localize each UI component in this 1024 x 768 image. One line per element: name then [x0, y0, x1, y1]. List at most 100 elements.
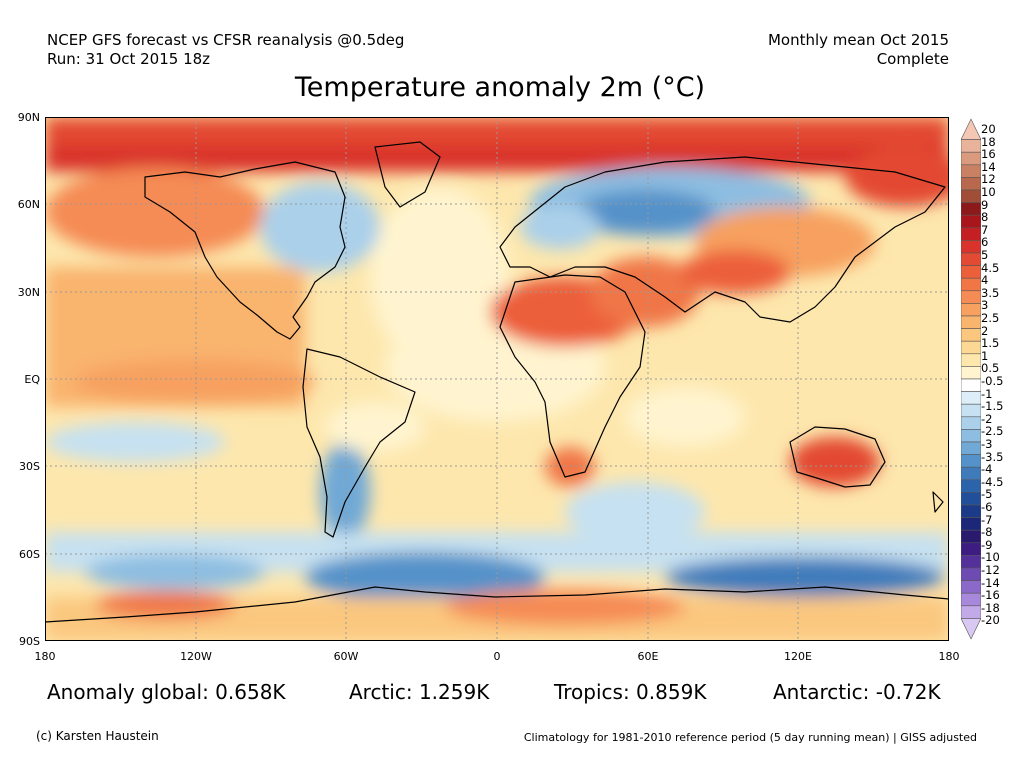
copyright: (c) Karsten Haustein — [36, 729, 159, 743]
legend-swatch — [961, 303, 981, 317]
legend-swatch — [961, 517, 981, 531]
legend-swatch — [961, 340, 981, 355]
legend-swatch — [961, 202, 981, 216]
legend-swatch — [961, 592, 981, 607]
lon-label-60w: 60W — [333, 650, 359, 663]
legend-swatch — [961, 492, 981, 506]
legend-label: 1 — [981, 348, 989, 363]
graticule — [45, 117, 949, 641]
legend-label: -0.5 — [981, 374, 1004, 388]
legend-swatch — [961, 164, 981, 178]
legend-label: 6 — [981, 235, 989, 250]
legend-label: -7 — [981, 512, 993, 527]
stat-global: Anomaly global: 0.658K — [47, 680, 286, 704]
legend-swatch — [961, 466, 981, 481]
lon-label-120w: 120W — [180, 650, 212, 663]
legend-label: -2 — [981, 411, 993, 426]
legend-label: -1.5 — [981, 399, 1004, 414]
legend-swatch — [961, 441, 981, 455]
legend-swatch — [961, 391, 981, 405]
stat-tropics: Tropics: 0.859K — [554, 680, 707, 704]
map-frame — [45, 117, 949, 641]
lon-label-120e: 120E — [784, 650, 812, 663]
legend-label: 9 — [981, 197, 989, 212]
legend-label: -5 — [981, 487, 993, 502]
legend-swatch — [961, 479, 981, 493]
legend-swatch — [961, 290, 981, 304]
legend-swatch — [961, 214, 981, 229]
model-description: NCEP GFS forecast vs CFSR reanalysis @0.… — [47, 31, 405, 49]
legend-swatch — [961, 605, 981, 619]
period-description: Monthly mean Oct 2015 — [767, 31, 949, 49]
legend-label: -9 — [981, 537, 993, 552]
climatology-note: Climatology for 1981-2010 reference peri… — [523, 731, 977, 744]
lat-label-90n: 90N — [17, 111, 40, 124]
completion-status: Complete — [876, 50, 949, 68]
legend-label: -18 — [981, 600, 1000, 615]
legend-swatch — [961, 580, 981, 594]
legend-label: 4.5 — [981, 260, 1000, 275]
legend-swatch — [961, 403, 981, 418]
lat-label-60s: 60S — [19, 548, 40, 561]
legend-label: 18 — [981, 134, 996, 149]
legend-swatch — [961, 555, 981, 569]
legend-swatch — [961, 366, 981, 380]
lon-label-60e: 60E — [637, 650, 659, 663]
legend-label: -14 — [981, 575, 1000, 590]
lat-label-30s: 30S — [19, 460, 40, 473]
legend-label: 20 — [981, 122, 996, 136]
legend-swatch — [961, 429, 981, 443]
legend-swatch — [961, 328, 981, 342]
legend-swatch — [961, 118, 981, 140]
legend-swatch — [961, 618, 981, 640]
lon-label-0: 0 — [493, 650, 501, 663]
color-legend: 20 18 16 14 12 10 9 8 7 6 5 4.5 4 3.5 3 2.5 2 1.5 1 0.5 -0.5… — [961, 117, 1021, 641]
lat-label-30n: 30N — [17, 286, 40, 299]
stat-arctic: Arctic: 1.259K — [349, 680, 490, 704]
legend-label: 3 — [981, 298, 989, 313]
legend-label: -3.5 — [981, 449, 1004, 464]
legend-swatch — [961, 454, 981, 468]
legend-label: 2.5 — [981, 311, 1000, 325]
legend-label: -12 — [981, 563, 1000, 577]
legend-label: 4 — [981, 273, 989, 288]
run-time: Run: 31 Oct 2015 18z — [47, 50, 211, 68]
legend-label: 10 — [981, 185, 996, 199]
legend-swatch — [961, 227, 981, 241]
legend-swatch — [961, 567, 981, 581]
stat-antarctic: Antarctic: -0.72K — [773, 680, 941, 704]
legend-label: 14 — [981, 159, 996, 174]
header-left: NCEP GFS forecast vs CFSR reanalysis @0.… — [47, 31, 404, 69]
legend-label: -3 — [981, 437, 993, 451]
legend-label: 8 — [981, 210, 989, 225]
legend-label: 0.5 — [981, 361, 1000, 376]
legend-label: 1.5 — [981, 336, 1000, 351]
legend-swatch — [961, 542, 981, 556]
lat-label-60n: 60N — [17, 198, 40, 211]
legend-label: 12 — [981, 172, 996, 187]
legend-swatch — [961, 252, 981, 266]
anomaly-map — [45, 117, 949, 641]
legend-swatch — [961, 240, 981, 254]
map-title: Temperature anomaly 2m (°C) — [294, 72, 706, 103]
legend-label: -16 — [981, 588, 1000, 603]
lon-label-180e: 180 — [938, 650, 960, 663]
legend-swatch — [961, 315, 981, 329]
legend-label: -4.5 — [981, 474, 1004, 489]
legend-label: -2.5 — [981, 424, 1004, 439]
legend-swatch — [961, 189, 981, 203]
legend-label: 2 — [981, 323, 989, 338]
coastlines — [45, 141, 949, 623]
legend-label: -20 — [981, 613, 1000, 628]
legend-swatch — [961, 177, 981, 191]
legend-label: -6 — [981, 500, 993, 514]
legend-label: -8 — [981, 525, 993, 540]
legend-label: 16 — [981, 147, 996, 162]
legend-label: 5 — [981, 248, 989, 262]
legend-label: -4 — [981, 462, 993, 477]
header-right: Monthly mean Oct 2015 Complete — [768, 31, 949, 69]
legend-swatch — [961, 265, 981, 279]
legend-swatch — [961, 353, 981, 367]
legend-swatch — [961, 378, 981, 392]
legend-label: 7 — [981, 222, 989, 237]
